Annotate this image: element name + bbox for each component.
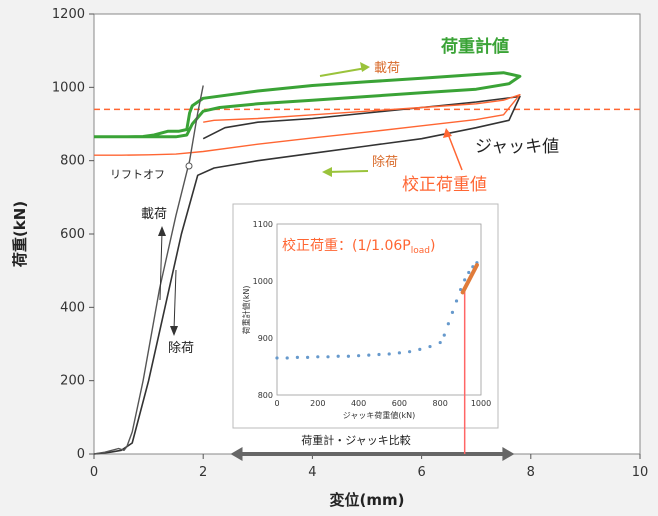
inset-point bbox=[397, 351, 401, 355]
inset-point bbox=[454, 299, 459, 303]
inset-point bbox=[450, 310, 455, 314]
green-series-label: 荷重計値 bbox=[441, 36, 509, 57]
x-tick-label: 6 bbox=[417, 465, 425, 480]
inset-point bbox=[316, 355, 320, 359]
left-unloading-label: 除荷 bbox=[168, 341, 194, 356]
inset-point bbox=[442, 333, 446, 337]
y-tick-label: 800 bbox=[60, 154, 85, 169]
x-tick-label: 4 bbox=[308, 465, 316, 480]
series-line-1 bbox=[93, 95, 521, 455]
inset-point bbox=[418, 347, 422, 351]
loading-label: 載荷 bbox=[374, 61, 400, 76]
inset-y-tick-label: 900 bbox=[258, 334, 273, 343]
inset-x-tick-label: 200 bbox=[310, 399, 325, 408]
y-tick-label: 1000 bbox=[52, 80, 85, 95]
inset-y-tick-label: 800 bbox=[258, 391, 273, 400]
inset-point bbox=[357, 354, 361, 358]
inset-x-tick-label: 600 bbox=[392, 399, 407, 408]
inset-point bbox=[326, 355, 330, 359]
series-line-0 bbox=[94, 71, 522, 139]
inset-x-axis-title: ジャッキ荷重値(kN) bbox=[343, 410, 415, 420]
inset-y-ticks: 800 900 1000 1100 bbox=[253, 220, 273, 400]
inset-x-tick-label: 0 bbox=[274, 399, 279, 408]
inset-point bbox=[377, 352, 381, 357]
inset-y-axis-title: 荷重計値(kN) bbox=[241, 286, 251, 335]
inset-title-sub: load bbox=[411, 246, 430, 256]
inset-chart: 800 900 1000 1100 0 200 400 600 800 1000 校正荷重：(1… bbox=[232, 203, 499, 454]
inset-calib-line bbox=[460, 263, 479, 295]
inset-point bbox=[387, 352, 391, 356]
left-loading-label: 載荷 bbox=[141, 207, 167, 222]
inset-x-tick-label: 400 bbox=[351, 399, 366, 408]
left-unloading-arrow bbox=[170, 269, 178, 336]
lift-off-marker bbox=[185, 162, 193, 170]
inset-point bbox=[408, 350, 412, 354]
x-axis-title: 変位(mm) bbox=[330, 491, 405, 509]
inset-series-group bbox=[275, 261, 479, 360]
y-ticks: 0 200 400 600 800 1000 1200 bbox=[52, 7, 94, 462]
x-tick-label: 2 bbox=[199, 465, 207, 480]
comparison-range-arrow bbox=[230, 447, 515, 461]
calib-pointer-arrow bbox=[443, 128, 463, 171]
series-line-2 bbox=[94, 94, 521, 156]
inset-point bbox=[467, 270, 471, 275]
x-tick-label: 10 bbox=[632, 465, 649, 480]
inset-point bbox=[346, 354, 350, 358]
inset-point bbox=[428, 344, 432, 349]
inset-point bbox=[306, 355, 310, 359]
y-tick-label: 0 bbox=[77, 447, 85, 462]
inset-point bbox=[336, 354, 340, 358]
inset-title-end: ) bbox=[430, 238, 435, 254]
inset-point bbox=[463, 278, 467, 282]
x-tick-label: 8 bbox=[527, 465, 535, 480]
x-ticks: 0 2 4 6 8 10 bbox=[90, 454, 648, 480]
inset-title: 校正荷重：(1/1.06Pload) bbox=[282, 237, 435, 256]
inset-x-tick-label: 800 bbox=[433, 399, 448, 408]
y-tick-label: 600 bbox=[60, 227, 85, 242]
y-tick-label: 400 bbox=[60, 300, 85, 315]
inset-x-tick-label: 1000 bbox=[471, 399, 491, 408]
left-loading-arrow bbox=[158, 226, 166, 301]
inset-y-tick-label: 1100 bbox=[253, 220, 273, 229]
series-line-3 bbox=[93, 85, 204, 455]
series-group bbox=[93, 71, 522, 455]
unloading-arrow bbox=[322, 167, 369, 177]
inset-point bbox=[459, 287, 463, 292]
inset-x-ticks: 0 200 400 600 800 1000 bbox=[274, 399, 491, 408]
inset-point bbox=[295, 355, 299, 359]
inset-plot-area bbox=[276, 223, 482, 396]
unloading-label: 除荷 bbox=[372, 155, 398, 170]
lift-off-label: リフトオフ bbox=[110, 168, 165, 181]
inset-point bbox=[438, 340, 442, 345]
jack-series-label: ジャッキ値 bbox=[475, 137, 559, 157]
comparison-label: 荷重計・ジャッキ比較 bbox=[301, 433, 410, 447]
x-tick-label: 0 bbox=[90, 465, 98, 480]
inset-title-main: 校正荷重：(1/1.06P bbox=[282, 237, 411, 254]
loading-arrow-top bbox=[319, 62, 370, 77]
y-tick-label: 1200 bbox=[52, 7, 85, 22]
inset-point bbox=[446, 322, 450, 326]
calib-series-label: 校正荷重値 bbox=[402, 175, 487, 195]
inset-point bbox=[367, 353, 371, 357]
inset-y-tick-label: 1000 bbox=[253, 277, 273, 286]
inset-point bbox=[275, 356, 279, 360]
y-tick-label: 200 bbox=[60, 374, 85, 389]
y-axis-title: 荷重(kN) bbox=[11, 201, 29, 267]
inset-point bbox=[285, 356, 289, 360]
